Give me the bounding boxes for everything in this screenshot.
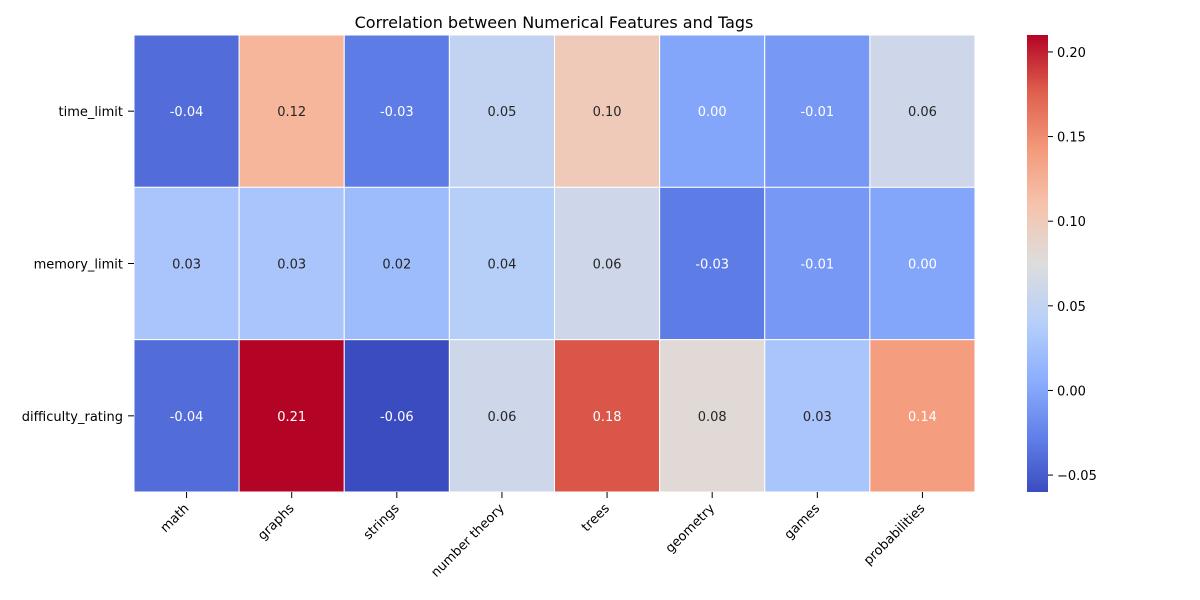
cell-value-label: 0.06 [593, 258, 622, 273]
cell-value-labels: -0.04 0.12 -0.03 0.05 0.10 0.00 -0.01 0.06 0.03 0… [170, 105, 937, 425]
y-axis: time_limit memory_limit difficulty_rating [22, 105, 134, 425]
colorbar-tick-label: 0.05 [1057, 300, 1086, 315]
cell-value-label: -0.06 [380, 410, 414, 425]
colorbar: −0.05 0.00 0.05 0.10 0.15 0.20 [1027, 35, 1097, 492]
heatmap-cell [343, 34, 450, 188]
colorbar-tick-label: −0.05 [1057, 469, 1097, 484]
x-tick-label: graphs [255, 501, 297, 543]
heatmap-cell [448, 186, 555, 341]
cell-value-label: 0.21 [277, 410, 306, 425]
x-tick-label: games [782, 501, 824, 543]
cell-value-label: 0.06 [908, 105, 937, 120]
heatmap-cell [869, 34, 976, 188]
heatmap-cell [554, 186, 661, 341]
heatmap-cell [659, 339, 766, 493]
cell-value-label: 0.12 [277, 105, 306, 120]
cell-value-label: -0.01 [800, 258, 834, 273]
cell-value-label: -0.04 [170, 410, 204, 425]
colorbar-tick-label: 0.10 [1057, 215, 1086, 230]
cell-value-label: -0.03 [695, 258, 729, 273]
x-axis: math graphs strings number theory trees geome… [158, 492, 928, 581]
cell-value-label: 0.14 [908, 410, 937, 425]
cell-value-label: -0.03 [380, 105, 414, 120]
heatmap-cell [554, 34, 661, 188]
x-tick-label: trees [579, 501, 613, 535]
heatmap-cell [238, 34, 345, 188]
heatmap-cell [659, 186, 766, 341]
heatmap-cell [238, 186, 345, 341]
heatmap-cell [448, 34, 555, 188]
cell-value-label: 0.00 [698, 105, 727, 120]
heatmap-cells [133, 34, 976, 493]
heatmap-cell [764, 339, 871, 493]
cell-value-label: 0.06 [487, 410, 516, 425]
x-tick-label: probabilities [861, 501, 928, 568]
cell-value-label: 0.03 [277, 258, 306, 273]
cell-value-label: -0.04 [170, 105, 204, 120]
colorbar-tick-label: 0.20 [1057, 46, 1086, 61]
chart-title: Correlation between Numerical Features a… [355, 13, 754, 32]
x-tick-label: strings [361, 501, 403, 543]
heatmap-cell [764, 186, 871, 341]
heatmap-cell [554, 339, 661, 493]
heatmap-cell [869, 339, 976, 493]
colorbar-tick-label: 0.15 [1057, 131, 1086, 146]
x-tick-label: geometry [663, 501, 718, 556]
x-tick-label: number theory [428, 501, 508, 581]
cell-value-label: 0.02 [382, 258, 411, 273]
cell-value-label: 0.10 [593, 105, 622, 120]
y-tick-label: time_limit [59, 105, 123, 120]
cell-value-label: 0.08 [698, 410, 727, 425]
cell-value-label: 0.18 [593, 410, 622, 425]
heatmap-cell [133, 339, 240, 493]
heatmap-cell [659, 34, 766, 188]
heatmap-cell [238, 339, 345, 493]
cell-value-label: 0.00 [908, 258, 937, 273]
cell-value-label: -0.01 [800, 105, 834, 120]
cell-value-label: 0.05 [487, 105, 516, 120]
heatmap-cell [448, 339, 555, 493]
heatmap-cell [869, 186, 976, 341]
y-tick-label: difficulty_rating [22, 410, 123, 425]
colorbar-tick-label: 0.00 [1057, 384, 1086, 399]
cell-value-label: 0.03 [172, 258, 201, 273]
heatmap-cell [133, 34, 240, 188]
cell-value-label: 0.03 [803, 410, 832, 425]
colorbar-gradient [1027, 35, 1048, 492]
heatmap-cell [343, 339, 450, 493]
y-tick-label: memory_limit [34, 258, 123, 273]
x-tick-label: math [158, 501, 193, 536]
cell-value-label: 0.04 [487, 258, 516, 273]
